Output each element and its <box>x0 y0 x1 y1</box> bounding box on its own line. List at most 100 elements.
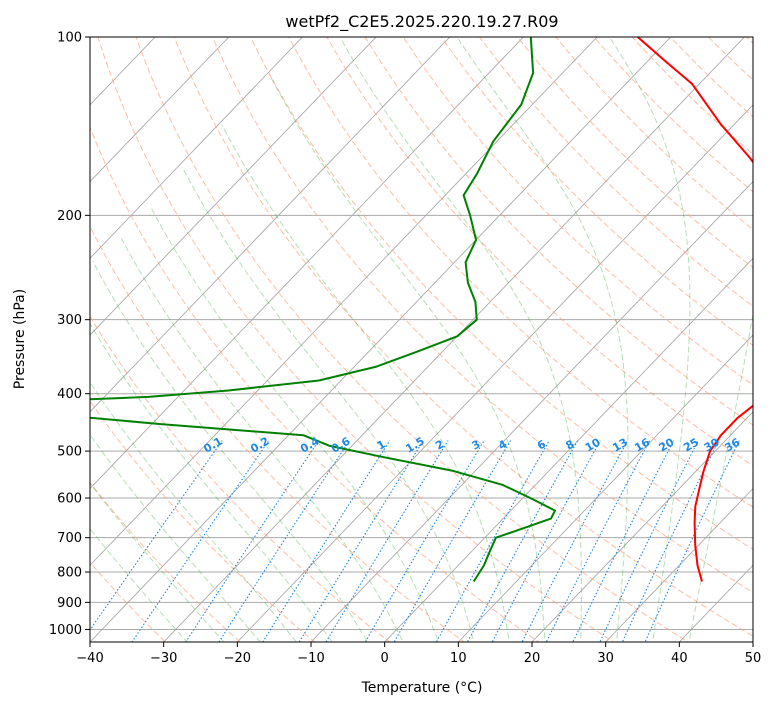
dry-adiabat-line <box>211 37 753 593</box>
moist-adiabat-line <box>181 166 475 642</box>
mixing-ratio-line <box>262 440 391 642</box>
mixing-ratio-label: 20 <box>657 435 677 454</box>
isotherm-gridline <box>0 37 8 642</box>
mixing-ratio-label: 1.5 <box>403 435 426 456</box>
dry-adiabat-line <box>90 315 391 642</box>
dry-adiabat-line <box>90 225 465 642</box>
moist-adiabat-line <box>269 74 546 642</box>
isotherm-gridline <box>163 37 745 642</box>
x-tick-label: 10 <box>450 651 467 666</box>
mixing-ratio-label: 13 <box>610 436 630 455</box>
isotherm-gridline <box>90 37 598 566</box>
mixing-ratio-line <box>644 440 740 642</box>
y-tick-label: 400 <box>57 387 82 402</box>
x-tick-label: 30 <box>597 651 614 666</box>
moist-adiabat-line <box>90 482 225 642</box>
dry-adiabat-line <box>90 126 540 642</box>
plot-frame <box>89 36 754 643</box>
dry-adiabat-line <box>288 37 753 508</box>
dry-adiabat-line <box>593 37 753 193</box>
mixing-ratio-line <box>599 440 699 642</box>
y-axis-title: Pressure (hPa) <box>12 289 28 389</box>
mixing-ratio-label: 3 <box>469 438 482 453</box>
dry-adiabat-line <box>402 37 753 386</box>
mixing-ratio-line <box>90 440 223 632</box>
moist-adiabat-line <box>688 311 753 642</box>
isotherm-gridline <box>90 37 230 183</box>
dry-adiabat-line <box>326 37 753 467</box>
x-tick-label: 20 <box>524 651 541 666</box>
mixing-ratio-label: 0.6 <box>329 434 353 455</box>
isotherm-gridline <box>310 180 753 642</box>
mixing-ratio-line <box>325 440 449 642</box>
isotherm-gridline <box>237 104 753 642</box>
y-tick-label: 600 <box>57 492 82 507</box>
dry-adiabat-line <box>517 37 753 269</box>
x-tick-label: 40 <box>671 651 688 666</box>
y-tick-label: 700 <box>57 531 82 546</box>
moist-adiabat-line <box>92 260 369 642</box>
dewpoint-profile-line <box>90 37 556 583</box>
isotherm-gridline <box>90 37 672 642</box>
y-tick-label: 1000 <box>49 623 82 638</box>
moist-adiabat-line <box>221 124 510 642</box>
dry-adiabat-line <box>555 37 753 231</box>
mixing-ratio-line <box>131 440 270 642</box>
isotherm-gridline <box>90 37 303 259</box>
mixing-ratio-label: 16 <box>632 435 652 454</box>
x-tick-label: −10 <box>297 651 324 666</box>
x-axis-title: Temperature (°C) <box>361 680 483 696</box>
x-tick-label: −30 <box>150 651 177 666</box>
moist-adiabat-line <box>90 381 297 642</box>
isotherm-gridline <box>752 641 753 642</box>
mixing-ratio-line <box>393 440 512 642</box>
mixing-ratio-line <box>521 440 628 642</box>
moist-adiabat-line <box>457 38 629 642</box>
dry-adiabat-line <box>90 400 316 642</box>
mixing-ratio-label: 25 <box>681 436 701 455</box>
mixing-ratio-label: 0.1 <box>201 435 224 456</box>
mixing-ratio-label: 2 <box>433 438 446 453</box>
isotherm-gridline <box>531 411 753 642</box>
mixing-ratio-line <box>491 440 601 642</box>
dry-adiabat-line <box>90 481 241 642</box>
mixing-ratio-label: 8 <box>563 438 576 453</box>
mixing-ratio-line <box>572 440 675 642</box>
moist-adiabat-line <box>90 527 188 642</box>
dry-adiabat-line <box>250 37 753 550</box>
isotherm-gridline <box>384 257 753 642</box>
mixing-ratio-label: 1 <box>375 438 388 453</box>
dry-adiabat-line <box>745 37 753 44</box>
moist-adiabat-line <box>149 205 440 642</box>
moist-adiabat-line <box>90 322 333 642</box>
dry-adiabat-line <box>364 37 753 426</box>
mixing-ratio-line <box>466 440 579 642</box>
y-tick-label: 300 <box>57 313 82 328</box>
temperature-profile-line <box>637 37 753 582</box>
dry-adiabat-line <box>478 37 753 307</box>
moist-adiabat-line <box>340 38 582 642</box>
mixing-ratio-line <box>435 440 550 642</box>
mixing-ratio-label: 0.2 <box>248 435 271 456</box>
mixing-ratio-line <box>185 440 320 642</box>
isotherm-gridline <box>90 37 377 336</box>
x-tick-label: 0 <box>381 651 389 666</box>
isotherm-gridline <box>458 334 753 642</box>
mixing-ratio-line <box>364 440 485 642</box>
isotherm-gridline <box>90 37 451 413</box>
mixing-ratio-label: 0.4 <box>298 434 322 455</box>
y-tick-label: 500 <box>57 445 82 460</box>
mixing-ratio-label: 10 <box>583 435 603 454</box>
dry-adiabat-line <box>631 37 753 155</box>
isotherm-gridline <box>605 487 753 642</box>
dry-adiabat-line <box>135 37 690 642</box>
x-tick-label: −20 <box>224 651 251 666</box>
chart-title: wetPf2_C2E5.2025.220.19.27.R09 <box>285 12 558 32</box>
moist-adiabat-line <box>120 237 404 642</box>
moist-adiabat-line <box>610 38 691 642</box>
x-tick-label: −40 <box>76 651 103 666</box>
isotherm-gridline <box>679 564 753 642</box>
y-tick-label: 900 <box>57 596 82 611</box>
isotherm-gridline <box>90 37 524 490</box>
